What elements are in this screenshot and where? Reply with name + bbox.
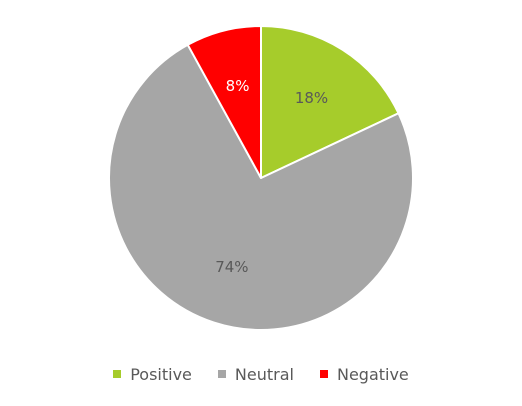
pie-slice-neutral	[108, 43, 414, 331]
data-label-neutral: 74%	[215, 258, 248, 276]
legend-label-negative: Negative	[336, 364, 409, 384]
data-label-negative: 8%	[226, 77, 250, 95]
legend-swatch-negative	[319, 370, 328, 378]
chart-legend: Positive Neutral Negative	[0, 362, 522, 386]
legend-swatch-neutral	[217, 370, 226, 378]
pie-slice-positive	[260, 25, 400, 179]
legend-item-neutral: Neutral	[217, 364, 294, 384]
legend-swatch-positive	[113, 370, 122, 378]
legend-item-negative: Negative	[319, 364, 409, 384]
legend-label-neutral: Neutral	[234, 364, 294, 384]
legend-item-positive: Positive	[113, 365, 192, 384]
legend-label-positive: Positive	[130, 364, 192, 384]
data-label-positive: 18%	[295, 89, 328, 107]
pie-slice-negative	[186, 25, 262, 179]
